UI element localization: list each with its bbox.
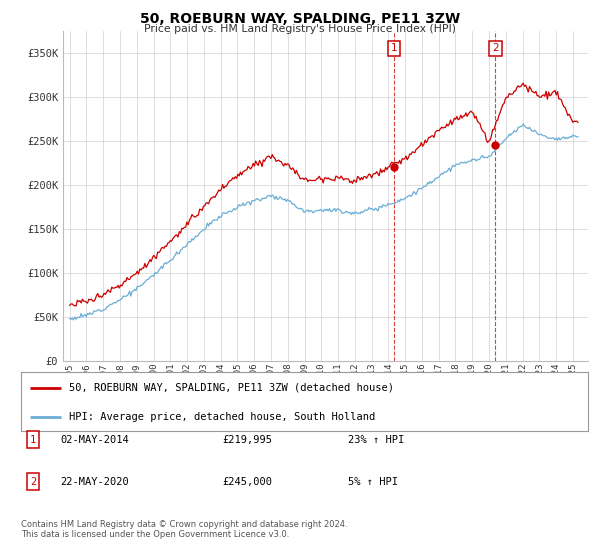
- Text: £219,995: £219,995: [222, 435, 272, 445]
- Text: 2: 2: [30, 477, 36, 487]
- Text: 5% ↑ HPI: 5% ↑ HPI: [348, 477, 398, 487]
- Text: HPI: Average price, detached house, South Holland: HPI: Average price, detached house, Sout…: [69, 412, 376, 422]
- Text: 1: 1: [30, 435, 36, 445]
- Text: 50, ROEBURN WAY, SPALDING, PE11 3ZW: 50, ROEBURN WAY, SPALDING, PE11 3ZW: [140, 12, 460, 26]
- Text: 23% ↑ HPI: 23% ↑ HPI: [348, 435, 404, 445]
- Text: 50, ROEBURN WAY, SPALDING, PE11 3ZW (detached house): 50, ROEBURN WAY, SPALDING, PE11 3ZW (det…: [69, 382, 394, 393]
- Text: 22-MAY-2020: 22-MAY-2020: [60, 477, 129, 487]
- Text: Price paid vs. HM Land Registry's House Price Index (HPI): Price paid vs. HM Land Registry's House …: [144, 24, 456, 34]
- Text: 1: 1: [391, 44, 398, 53]
- Text: Contains HM Land Registry data © Crown copyright and database right 2024.
This d: Contains HM Land Registry data © Crown c…: [21, 520, 347, 539]
- Text: 02-MAY-2014: 02-MAY-2014: [60, 435, 129, 445]
- Text: 2: 2: [492, 44, 499, 53]
- Text: £245,000: £245,000: [222, 477, 272, 487]
